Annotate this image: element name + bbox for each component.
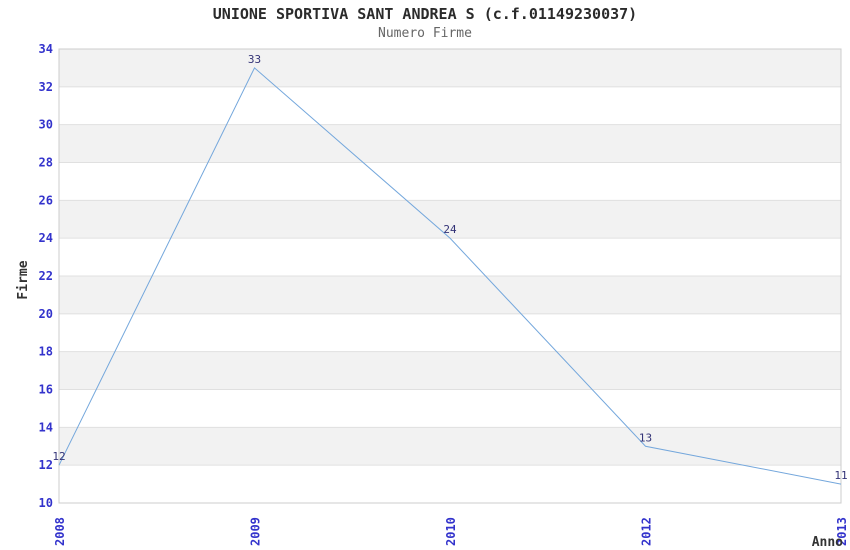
plot-band	[59, 86, 841, 125]
x-tick-label: 2010	[444, 517, 458, 546]
y-tick-label: 14	[39, 420, 53, 434]
y-tick-label: 18	[39, 345, 53, 359]
plot-band	[59, 465, 841, 503]
y-tick-label: 30	[39, 118, 53, 132]
data-point-label: 13	[639, 431, 652, 444]
chart-subtitle: Numero Firme	[378, 26, 472, 41]
plot-band	[59, 427, 841, 466]
data-point-label: 11	[834, 469, 847, 482]
x-tick-label: 2012	[640, 517, 654, 546]
y-tick-label: 20	[39, 307, 53, 321]
x-tick-label: 2008	[53, 517, 67, 546]
x-tick-label: 2009	[249, 517, 263, 546]
y-axis-title: Firme	[16, 260, 31, 299]
data-point-label: 24	[443, 223, 457, 236]
data-point-label: 12	[52, 450, 65, 463]
y-tick-label: 28	[39, 156, 53, 170]
plot-band	[59, 162, 841, 201]
plot-band	[59, 49, 841, 87]
plot-band	[59, 124, 841, 163]
x-tick-label: 2013	[835, 517, 849, 546]
data-line	[58, 67, 842, 485]
plot-band	[59, 276, 841, 314]
plot-band	[59, 238, 841, 276]
data-point-label: 33	[248, 53, 261, 66]
y-tick-label: 26	[39, 193, 53, 207]
chart-title: UNIONE SPORTIVA SANT ANDREA S (c.f.01149…	[212, 5, 638, 23]
plot-band	[59, 313, 841, 352]
y-tick-label: 12	[39, 458, 53, 472]
y-tick-label: 22	[39, 269, 53, 283]
y-tick-label: 24	[39, 231, 53, 245]
y-tick-label: 10	[39, 496, 53, 510]
plot-band	[59, 351, 841, 390]
plot-border	[58, 48, 842, 504]
x-axis-title: Anno	[812, 535, 843, 550]
plot-band	[59, 389, 841, 428]
y-tick-label: 32	[39, 80, 53, 94]
plot-band	[59, 200, 841, 239]
y-tick-label: 16	[39, 383, 53, 397]
y-tick-label: 34	[39, 42, 53, 56]
